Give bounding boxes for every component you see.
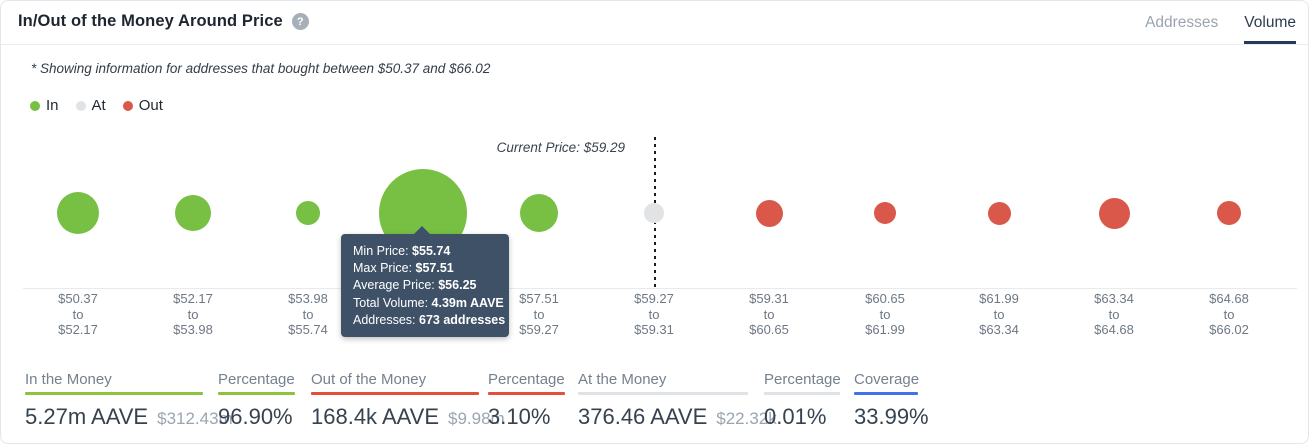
stat-primary-value: 5.27m AAVE xyxy=(25,404,149,429)
stat-primary-value: 168.4k AAVE xyxy=(311,404,440,429)
tab-addresses[interactable]: Addresses xyxy=(1145,14,1219,31)
chart-legend: In At Out xyxy=(30,97,163,114)
stat-label: Out of the Money xyxy=(311,371,427,388)
stat-label: Percentage xyxy=(488,371,565,388)
stat-percentage-5: Percentage 0.01% xyxy=(764,371,841,430)
bubble-out-10[interactable] xyxy=(1217,201,1241,225)
stat-label: Percentage xyxy=(764,371,841,388)
bubble-out-7[interactable] xyxy=(874,202,896,224)
legend-label: In xyxy=(46,97,59,114)
bubble-in-0[interactable] xyxy=(57,192,99,234)
x-axis-label-7: $60.65 to $61.99 xyxy=(865,291,905,337)
stat-underline xyxy=(854,392,918,395)
current-price-label: Current Price: $59.29 xyxy=(496,140,625,155)
stat-underline xyxy=(218,392,295,395)
range-note: * Showing information for addresses that… xyxy=(31,61,491,76)
stat-label: In the Money xyxy=(25,371,112,388)
stat-label: Coverage xyxy=(854,371,920,388)
bubble-in-1[interactable] xyxy=(175,195,211,231)
x-axis-label-10: $64.68 to $66.02 xyxy=(1209,291,1249,337)
stat-underline xyxy=(488,392,565,395)
stat-primary-value: 96.90% xyxy=(218,404,293,429)
stat-underline xyxy=(311,392,479,395)
legend-label: Out xyxy=(138,97,163,114)
legend-dot-in xyxy=(30,100,40,111)
header-tabs: Addresses Volume xyxy=(1145,14,1296,44)
tooltip-row: Addresses: 673 addresses xyxy=(353,312,506,327)
bubble-in-2[interactable] xyxy=(296,201,320,225)
help-icon[interactable]: ? xyxy=(291,13,309,30)
widget-title: In/Out of the Money Around Price xyxy=(18,12,283,30)
x-axis-label-1: $52.17 to $53.98 xyxy=(173,291,213,337)
tooltip-row: Min Price: $55.74 xyxy=(353,244,451,258)
stat-underline xyxy=(25,392,203,395)
stat-primary-value: 3.10% xyxy=(488,404,551,429)
x-axis-label-5: $59.27 to $59.31 xyxy=(634,291,674,337)
x-axis-label-0: $50.37 to $52.17 xyxy=(58,291,98,337)
stat-percentage-3: Percentage 3.10% xyxy=(488,371,565,430)
x-axis-line xyxy=(23,288,1297,289)
stat-percentage-1: Percentage 96.90% xyxy=(218,371,295,430)
x-axis-label-6: $59.31 to $60.65 xyxy=(749,291,789,337)
stat-label: At the Money xyxy=(578,371,667,388)
stat-primary-value: 0.01% xyxy=(764,404,827,429)
legend-item-out[interactable]: Out xyxy=(122,97,163,114)
bubble-at-5[interactable] xyxy=(644,203,664,223)
x-axis-label-8: $61.99 to $63.34 xyxy=(979,291,1019,337)
stat-primary-value: 33.99% xyxy=(854,404,929,429)
bubble-out-6[interactable] xyxy=(755,199,783,227)
legend-dot-at xyxy=(75,100,86,111)
bubble-out-8[interactable] xyxy=(987,201,1011,225)
stat-in-the-money-0: In the Money 5.27m AAVE $312.43m xyxy=(25,371,233,430)
x-axis-label-4: $57.51 to $59.27 xyxy=(519,291,559,337)
legend-dot-out xyxy=(122,100,133,111)
stat-secondary-value: $312.43m xyxy=(157,409,233,428)
tooltip-row: Average Price: $56.25 xyxy=(353,278,477,293)
stat-out-of-the-money-2: Out of the Money 168.4k AAVE $9.98m xyxy=(311,371,505,430)
x-axis-label-2: $53.98 to $55.74 xyxy=(288,291,328,337)
stat-label: Percentage xyxy=(218,371,295,388)
stat-primary-value: 376.46 AAVE xyxy=(578,404,708,429)
legend-item-at[interactable]: At xyxy=(75,97,106,114)
widget-header: In/Out of the Money Around Price ? Addre… xyxy=(1,1,1308,45)
stat-at-the-money-4: At the Money 376.46 AAVE $22.32k xyxy=(578,371,777,430)
bubble-in-4[interactable] xyxy=(520,194,558,232)
bubble-out-9[interactable] xyxy=(1098,197,1130,229)
stat-underline xyxy=(578,392,748,395)
tab-volume[interactable]: Volume xyxy=(1244,14,1296,44)
stat-coverage-6: Coverage 33.99% xyxy=(854,371,929,430)
tooltip-row: Max Price: $57.51 xyxy=(353,261,454,276)
legend-item-in[interactable]: In xyxy=(30,97,59,114)
stat-underline xyxy=(764,392,840,395)
stat-secondary-value: $22.32k xyxy=(716,409,777,428)
legend-label: At xyxy=(91,97,106,114)
x-axis-label-9: $63.34 to $64.68 xyxy=(1094,291,1134,337)
stat-secondary-value: $9.98m xyxy=(448,409,505,428)
bubble-tooltip: Min Price: $55.74 Max Price: $57.51 Averag… xyxy=(341,225,509,338)
tooltip-row: Total Volume: 4.39m AAVE xyxy=(353,295,504,310)
